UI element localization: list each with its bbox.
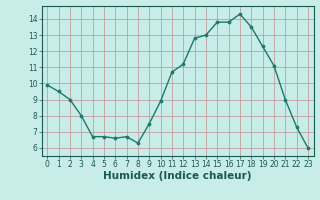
X-axis label: Humidex (Indice chaleur): Humidex (Indice chaleur) [103,171,252,181]
